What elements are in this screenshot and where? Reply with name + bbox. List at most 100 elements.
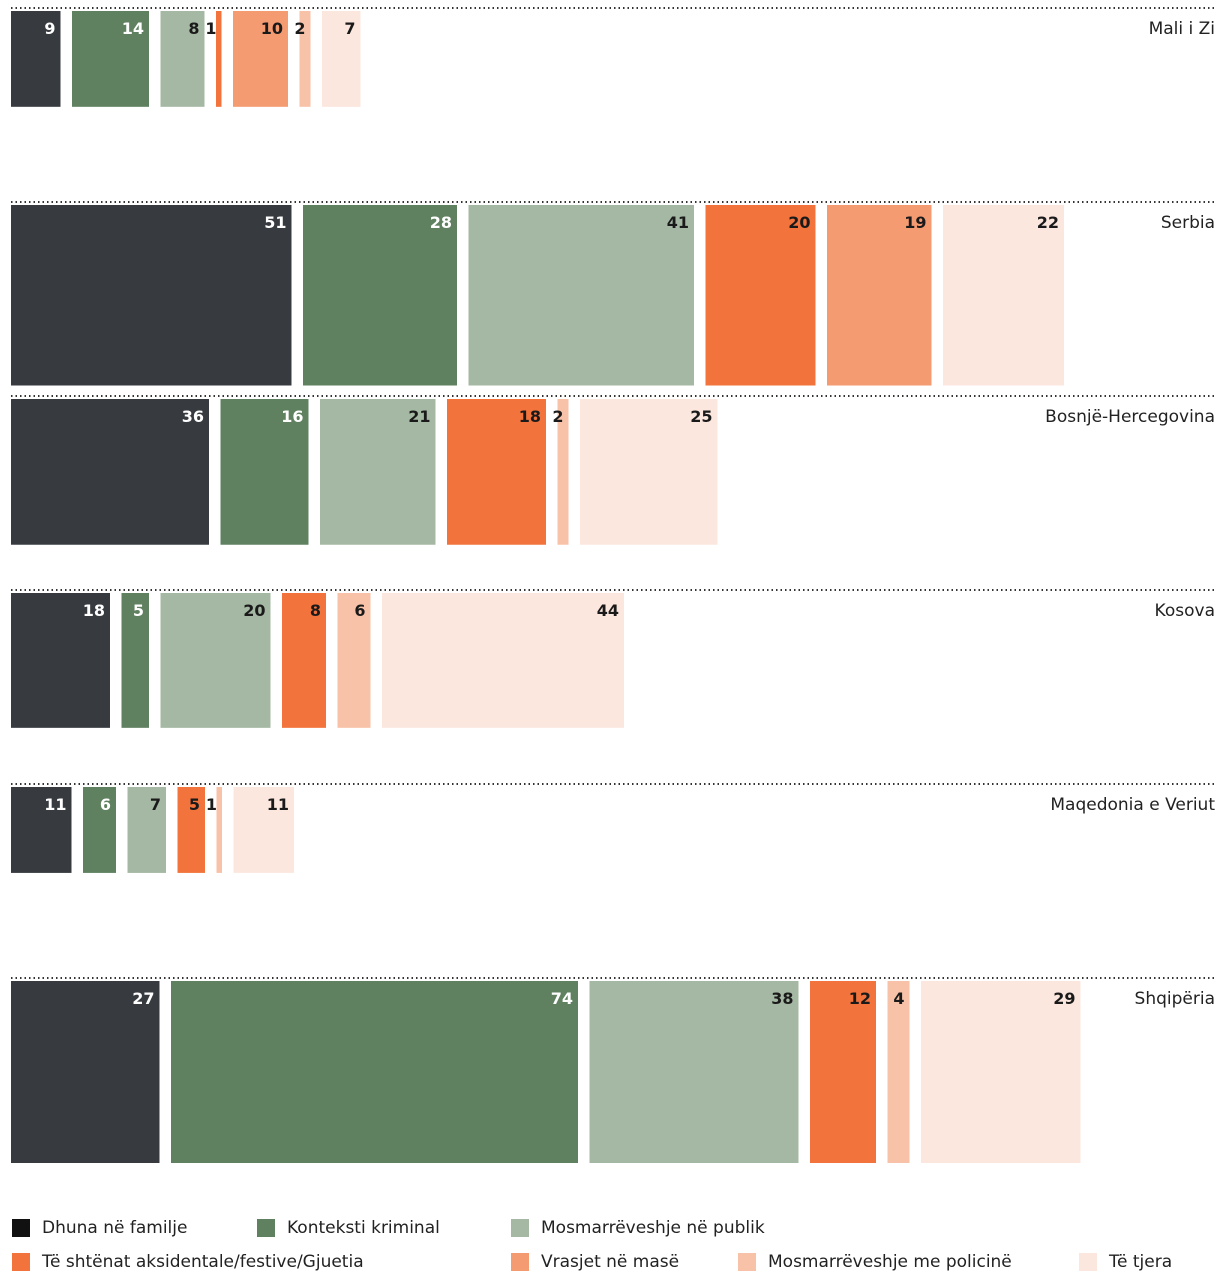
bar-segment: [83, 787, 116, 873]
bar-segment: [171, 981, 578, 1163]
row-label: Kosova: [1155, 601, 1215, 621]
legend-swatch: [12, 1253, 30, 1271]
data-label: 22: [1037, 213, 1059, 232]
data-label: 7: [150, 795, 161, 814]
legend-item: Mosmarrëveshje me policinë: [738, 1252, 1012, 1272]
legend-swatch: [1079, 1253, 1097, 1271]
bar-segment: [220, 399, 309, 545]
bar-segment: [303, 205, 457, 386]
bar-segment: [11, 593, 110, 728]
legend-item: Të shtënat aksidentale/festive/Gjuetia: [12, 1252, 364, 1272]
data-label: 8: [310, 601, 321, 620]
data-label: 20: [788, 213, 810, 232]
bar-segment: [11, 205, 292, 386]
data-label: 6: [100, 795, 111, 814]
data-label: 41: [667, 213, 689, 232]
bar-segment: [887, 981, 910, 1163]
bar-segment: [382, 593, 624, 728]
legend-item: Të tjera: [1079, 1252, 1172, 1272]
bar-segment: [447, 399, 546, 545]
row-label: Bosnjë-Hercegovina: [1045, 407, 1215, 427]
bar-segment: [589, 981, 799, 1163]
bar-segment: [322, 11, 361, 107]
legend-label: Mosmarrëveshje me policinë: [768, 1252, 1012, 1272]
data-label: 11: [267, 795, 289, 814]
bar-segment: [921, 981, 1081, 1163]
data-label: 10: [261, 19, 283, 38]
bar-segment: [121, 593, 149, 728]
row-label: Maqedonia e Veriut: [1050, 795, 1215, 815]
data-label: 5: [133, 601, 144, 620]
data-label: 14: [122, 19, 144, 38]
data-label: 4: [893, 989, 904, 1008]
bar-segment: [233, 787, 294, 873]
bar-segment: [160, 593, 271, 728]
data-label: 16: [281, 407, 303, 426]
bar-segment: [705, 205, 816, 386]
data-label: 38: [771, 989, 793, 1008]
legend-swatch: [738, 1253, 756, 1271]
bar-segment: [233, 11, 288, 107]
legend-label: Vrasjet në masë: [541, 1252, 680, 1272]
data-label: 6: [354, 601, 365, 620]
data-label: 25: [690, 407, 712, 426]
data-label: 2: [294, 19, 305, 38]
bar-segment: [580, 399, 718, 545]
bar-segment: [282, 593, 326, 728]
data-label: 36: [182, 407, 204, 426]
data-label: 20: [243, 601, 265, 620]
bar-segment: [216, 11, 222, 107]
data-label: 29: [1053, 989, 1075, 1008]
bar-segment: [320, 399, 436, 545]
data-label: 8: [188, 19, 199, 38]
bar-segment: [299, 11, 311, 107]
row-label: Serbia: [1161, 213, 1215, 233]
data-label: 5: [189, 795, 200, 814]
bar-segment: [810, 981, 876, 1163]
bar-segment: [827, 205, 932, 386]
bar-segment: [72, 11, 149, 107]
data-label: 44: [597, 601, 619, 620]
bar-segment: [160, 11, 205, 107]
data-label: 21: [408, 407, 430, 426]
data-label: 18: [519, 407, 541, 426]
data-label: 28: [430, 213, 452, 232]
bar-segment: [337, 593, 371, 728]
bar-segment: [11, 11, 61, 107]
legend-label: Konteksti kriminal: [287, 1218, 440, 1238]
bar-segment: [177, 787, 205, 873]
legend-item: Dhuna në familje: [12, 1218, 187, 1238]
legend-swatch: [511, 1253, 529, 1271]
data-label: 9: [44, 19, 55, 38]
bar-segment: [11, 399, 209, 545]
legend-label: Mosmarrëveshje në publik: [541, 1218, 765, 1238]
data-label: 19: [904, 213, 926, 232]
legend-label: Të shtënat aksidentale/festive/Gjuetia: [42, 1252, 364, 1272]
legend-label: Të tjera: [1109, 1252, 1173, 1272]
data-label: 2: [552, 407, 563, 426]
data-label: 12: [849, 989, 871, 1008]
data-label: 51: [264, 213, 286, 232]
legend-swatch: [511, 1219, 529, 1237]
legend-swatch: [257, 1219, 275, 1237]
legend-item: Vrasjet në masë: [511, 1252, 679, 1272]
legend-swatch: [12, 1219, 30, 1237]
legend: Dhuna në familje Konteksti kriminal Mosmar…: [12, 1218, 1222, 1282]
bar-segment: [11, 787, 72, 873]
bar-segment: [557, 399, 569, 545]
bar-segment: [216, 787, 222, 873]
data-label: 18: [83, 601, 105, 620]
data-label: 27: [132, 989, 154, 1008]
data-label: 1: [205, 19, 216, 38]
data-label: 74: [551, 989, 573, 1008]
bar-segment: [943, 205, 1064, 386]
legend-item: Mosmarrëveshje në publik: [511, 1218, 765, 1238]
bar-segment: [11, 981, 160, 1163]
bar-segment: [127, 787, 166, 873]
legend-item: Konteksti kriminal: [257, 1218, 440, 1238]
row-label: Mali i Zi: [1149, 19, 1215, 39]
data-label: 7: [344, 19, 355, 38]
data-label: 1: [206, 795, 217, 814]
legend-label: Dhuna në familje: [42, 1218, 188, 1238]
